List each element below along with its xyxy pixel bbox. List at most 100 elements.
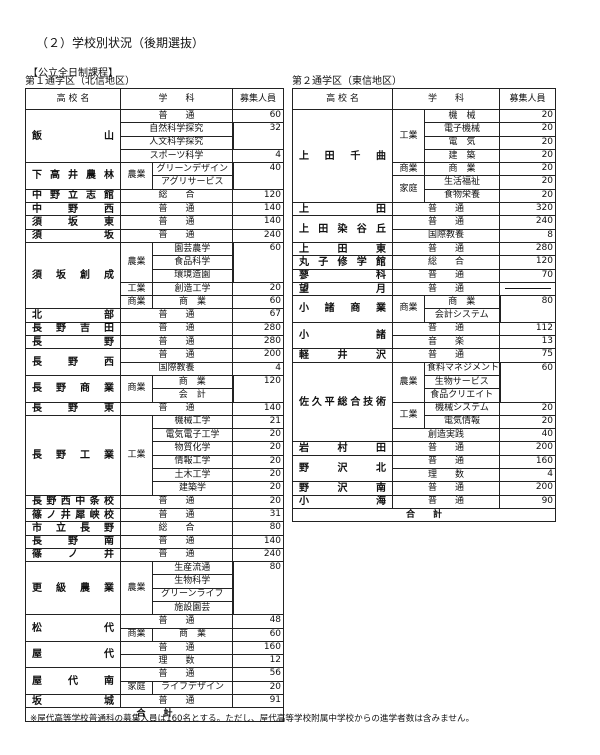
quota: 13: [499, 335, 557, 350]
quota: 31: [232, 507, 285, 523]
quota: 280: [499, 241, 557, 257]
department: 工業: [120, 281, 153, 297]
subject: 園芸農学: [151, 241, 234, 257]
row: 蓼科普 通 70: [292, 268, 557, 283]
title: （２）学校別状況（後期選抜）: [36, 36, 205, 50]
department: 商業: [392, 162, 425, 177]
quota: 20: [232, 494, 285, 509]
subject: 普 通: [119, 308, 234, 323]
school-name: 上田東: [292, 241, 393, 257]
school-name: 須坂東: [25, 215, 121, 230]
school-name: 飯山: [25, 108, 121, 164]
subject: 商 業: [423, 295, 501, 310]
subject: 普 通: [119, 401, 234, 416]
column-header: 学 科: [391, 88, 501, 110]
quota: 40: [232, 162, 285, 190]
subject: グリーンライフ: [151, 587, 234, 602]
row: 松代普 通 48: [25, 614, 285, 642]
school-name: 須坂: [25, 228, 121, 243]
row: 中野西普 通 140: [25, 202, 285, 217]
row: 長野工業 工業 機械工学 21: [25, 414, 285, 496]
subject: 普 通: [391, 202, 501, 217]
quota: 4: [232, 361, 285, 376]
quota: [499, 281, 557, 297]
department: 農業: [120, 561, 153, 616]
row: 北部普 通 67: [25, 308, 285, 323]
quota: 160: [232, 640, 285, 656]
school-name: 坂城: [25, 694, 121, 709]
subject: 機械工学: [151, 414, 234, 430]
school-name: 長野南: [25, 534, 121, 549]
row: 屋代普 通 160: [25, 640, 285, 669]
school-name: 蓼科: [292, 268, 393, 283]
row: 長野東普 通 140: [25, 401, 285, 416]
subject: 機 械: [423, 108, 501, 124]
row: 小海普 通 90: [292, 494, 557, 509]
quota: 20: [499, 401, 557, 416]
subject: 建 築: [423, 148, 501, 164]
school-name: 長野西中条校: [25, 494, 121, 509]
quota: 60: [232, 108, 285, 124]
subject: 音 楽: [391, 335, 501, 350]
column-header: 高 校 名: [292, 88, 393, 110]
school-name: 長野西: [25, 348, 121, 376]
quota: 200: [499, 481, 557, 496]
subject: 普 通: [119, 348, 234, 363]
department: 農業: [120, 241, 153, 283]
quota: 20: [232, 680, 285, 696]
row: 長野西中条校普 通 20: [25, 494, 285, 509]
subject: 理 数: [391, 468, 501, 483]
quota: 60: [232, 241, 285, 283]
quota: 8: [499, 228, 557, 243]
school-name: 長野商業: [25, 374, 121, 403]
subject: 普 通: [119, 640, 234, 656]
school-name: 小諸: [292, 321, 393, 350]
school-name: 篠ノ井犀峡校: [25, 507, 121, 523]
column-header: 募集人員: [499, 88, 557, 110]
subject: 普 通: [391, 481, 501, 496]
subject: 商 業: [151, 295, 234, 310]
department: 商業: [120, 627, 153, 642]
quota: 240: [232, 228, 285, 243]
row: 岩村田普 通 200: [292, 441, 557, 456]
school-name: 北部: [25, 308, 121, 323]
subject: 普 通: [119, 694, 234, 709]
column-header: 募集人員: [232, 88, 285, 110]
subject: 国際教養: [391, 228, 501, 243]
quota: 56: [232, 667, 285, 682]
subject: 機械システム: [423, 401, 501, 416]
row: 須坂東普 通 140: [25, 215, 285, 230]
school-name: 上田千曲: [292, 108, 393, 204]
subject: 情報工学: [151, 454, 234, 470]
quota: 200: [499, 441, 557, 456]
subject: 人文科学探究: [119, 135, 234, 150]
column-header: 学 科: [119, 88, 234, 110]
quota: 90: [499, 494, 557, 509]
subject: 食品クリエイト: [423, 388, 501, 403]
subject: 普 通: [391, 348, 501, 363]
subject: 普 通: [391, 321, 501, 337]
row: 丸子修学館総 合 120: [292, 255, 557, 270]
school-name: 屋代南: [25, 667, 121, 696]
subject: スポーツ科学: [119, 148, 234, 164]
school-name: 中野立志館: [25, 188, 121, 204]
row: 商業商 業 60: [26, 627, 285, 642]
quota: 20: [232, 481, 285, 496]
row: 須坂創成 農業 園芸農学 60: [25, 241, 285, 310]
quota: 67: [232, 308, 285, 323]
quota: 20: [499, 414, 557, 430]
subject: 物質化学: [151, 441, 234, 456]
quota: 280: [232, 321, 285, 337]
department: 商業: [120, 295, 153, 310]
quota: 40: [499, 428, 557, 443]
school-name: 野沢北: [292, 454, 393, 483]
subject: 土木工学: [151, 468, 234, 483]
row: 建築学 20: [26, 481, 285, 496]
department: 農業: [120, 162, 153, 190]
row: 工業 機械システム 20: [293, 401, 557, 430]
row: 野沢南普 通 200: [292, 481, 557, 496]
quota: 21: [232, 414, 285, 430]
table: 高 校 名学 科募集人員 上田千曲 工業機 械 20 電子機械 20 電 気 20 建 築 20 商…: [291, 88, 557, 523]
department: 家庭: [392, 175, 425, 204]
